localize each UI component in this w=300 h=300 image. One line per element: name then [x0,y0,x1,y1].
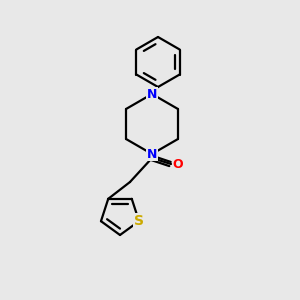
Text: O: O [173,158,183,170]
Text: S: S [134,214,144,228]
Text: N: N [147,148,157,160]
Text: N: N [147,88,157,100]
